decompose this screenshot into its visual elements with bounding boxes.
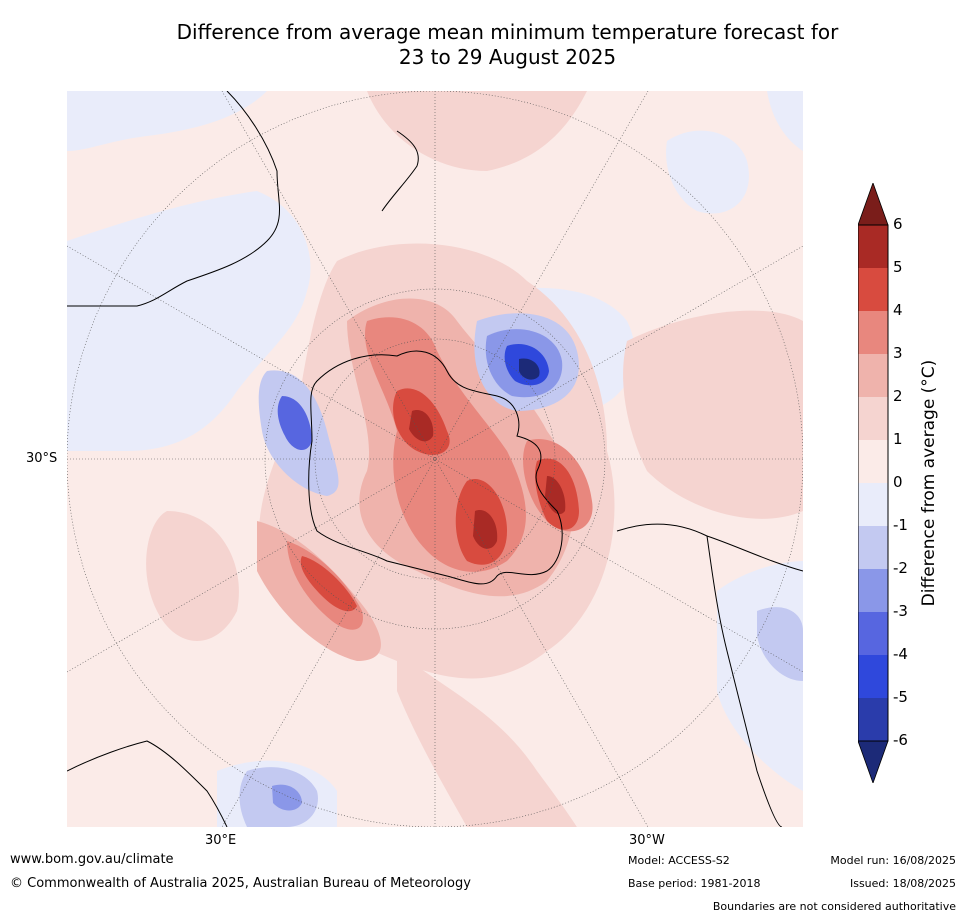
longitude-label-west: 30°W xyxy=(629,833,665,848)
anomaly-region-negative-southwest-core xyxy=(272,784,302,811)
colorbar-tick-label: 5 xyxy=(893,258,903,276)
anomaly-region-positive-4-5-d xyxy=(300,556,357,612)
anomaly-region-positive-north xyxy=(367,91,587,171)
anomaly-region-positive-5-6 xyxy=(409,410,434,442)
anomaly-region-positive-east xyxy=(623,310,803,519)
colorbar-extend-min xyxy=(858,740,889,783)
website-link[interactable]: www.bom.gov.au/climate xyxy=(10,852,174,867)
colorbar-swatch xyxy=(858,354,888,397)
anomaly-region-negative-lt6 xyxy=(519,358,540,380)
anomaly-region-negative-west xyxy=(67,91,267,151)
colorbar-tick-label: 6 xyxy=(893,215,903,233)
colorbar-tick-label: -2 xyxy=(893,559,908,577)
anomaly-region-positive-sw xyxy=(146,511,239,641)
issued-date: Issued: 18/08/2025 xyxy=(849,877,956,890)
anomaly-region-negative-ne xyxy=(666,130,749,214)
longitude-label-east: 30°E xyxy=(205,833,237,848)
colorbar-tick-label: -4 xyxy=(893,645,908,663)
anomaly-region-negative-indian xyxy=(67,191,311,451)
colorbar-swatch xyxy=(858,526,888,569)
chart-title: Difference from average mean minimum tem… xyxy=(0,20,965,70)
anomaly-region-negative-ne2 xyxy=(767,91,803,151)
colorbar-swatch xyxy=(858,612,888,655)
colorbar-tick-label: 2 xyxy=(893,387,903,405)
base-period: Base period: 1981-2018 xyxy=(628,877,761,890)
colorbar-swatch xyxy=(858,483,888,526)
colorbar-swatch xyxy=(858,655,888,698)
south-america-coastline xyxy=(616,523,803,827)
model-info: Model: ACCESS-S2 xyxy=(628,854,730,867)
map-canvas xyxy=(67,91,803,827)
polar-map[interactable] xyxy=(67,91,803,827)
new-zealand-coastline xyxy=(381,130,419,212)
colorbar-tick-label: 3 xyxy=(893,344,903,362)
colorbar-swatch xyxy=(858,569,888,612)
colorbar-tick-label: 1 xyxy=(893,430,903,448)
anomaly-region-negative-southeast xyxy=(757,607,803,681)
colorbar-title: Difference from average (°C) xyxy=(919,359,939,607)
colorbar-tick-label: 0 xyxy=(893,473,903,491)
colorbar-tick-label: 4 xyxy=(893,301,903,319)
copyright-notice: © Commonwealth of Australia 2025, Austra… xyxy=(10,876,471,891)
colorbar-swatch xyxy=(858,268,888,311)
colorbar-swatch xyxy=(858,397,888,440)
title-line-2: 23 to 29 August 2025 xyxy=(398,45,617,69)
model-run-date: Model run: 16/08/2025 xyxy=(830,854,956,867)
antarctica-coastline xyxy=(308,350,563,585)
anomaly-region-positive-5-6-c xyxy=(545,476,566,515)
africa-coastline xyxy=(67,740,228,827)
colorbar-tick-label: -3 xyxy=(893,602,908,620)
anomaly-region-positive-south xyxy=(397,651,577,827)
colorbar xyxy=(858,183,889,783)
colorbar-swatch xyxy=(858,698,888,741)
colorbar-swatch xyxy=(858,440,888,483)
graticule xyxy=(67,91,803,827)
title-line-1: Difference from average mean minimum tem… xyxy=(176,20,839,44)
colorbar-extend-max xyxy=(858,183,889,226)
australia-coastline xyxy=(67,91,280,307)
colorbar-tick-label: -1 xyxy=(893,516,908,534)
colorbar-tick-label: -6 xyxy=(893,731,908,749)
colorbar-swatch xyxy=(858,225,888,268)
latitude-label: 30°S xyxy=(26,451,58,466)
colorbar-swatch xyxy=(858,311,888,354)
anomaly-region-positive-5-6-b xyxy=(473,510,498,549)
anomaly-region-negative-west-3-4 xyxy=(277,396,312,451)
boundaries-disclaimer: Boundaries are not considered authoritat… xyxy=(712,900,956,913)
colorbar-tick-label: -5 xyxy=(893,688,908,706)
